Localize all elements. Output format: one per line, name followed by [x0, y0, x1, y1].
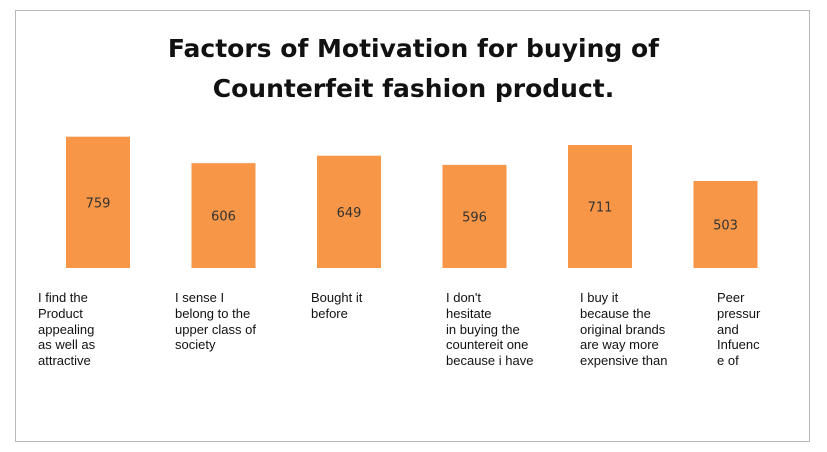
bar: [442, 164, 507, 268]
chart-frame: Factors of Motivation for buying of Coun…: [15, 10, 810, 442]
category-label: I don't hesitate in buying the counterei…: [446, 290, 534, 369]
chart-title-line-2: Counterfeit fashion product.: [212, 74, 615, 103]
bar: [568, 144, 632, 268]
bar: [191, 163, 256, 268]
bar: [693, 180, 758, 268]
chart-title-line-1: Factors of Motivation for buying of: [167, 34, 660, 63]
bar-value-label: 759: [86, 196, 111, 211]
category-label: Peer pressur and Infuenc e of: [717, 290, 761, 369]
bar: [317, 155, 381, 268]
category-label: I sense I belong to the upper class of s…: [175, 290, 256, 353]
bar-value-label: 711: [588, 200, 613, 215]
bar-value-label: 596: [462, 210, 487, 225]
category-label: Bought it before: [311, 290, 363, 321]
chart-title: Factors of Motivation for buying of Coun…: [16, 29, 811, 109]
category-label: I find the Product appealing as well as …: [38, 290, 96, 369]
bar: [66, 136, 130, 268]
bar-value-label: 503: [713, 218, 738, 233]
bar-value-label: 606: [211, 210, 236, 225]
bar-value-label: 649: [337, 206, 362, 221]
category-label: I buy it because the original brands are…: [580, 290, 668, 369]
